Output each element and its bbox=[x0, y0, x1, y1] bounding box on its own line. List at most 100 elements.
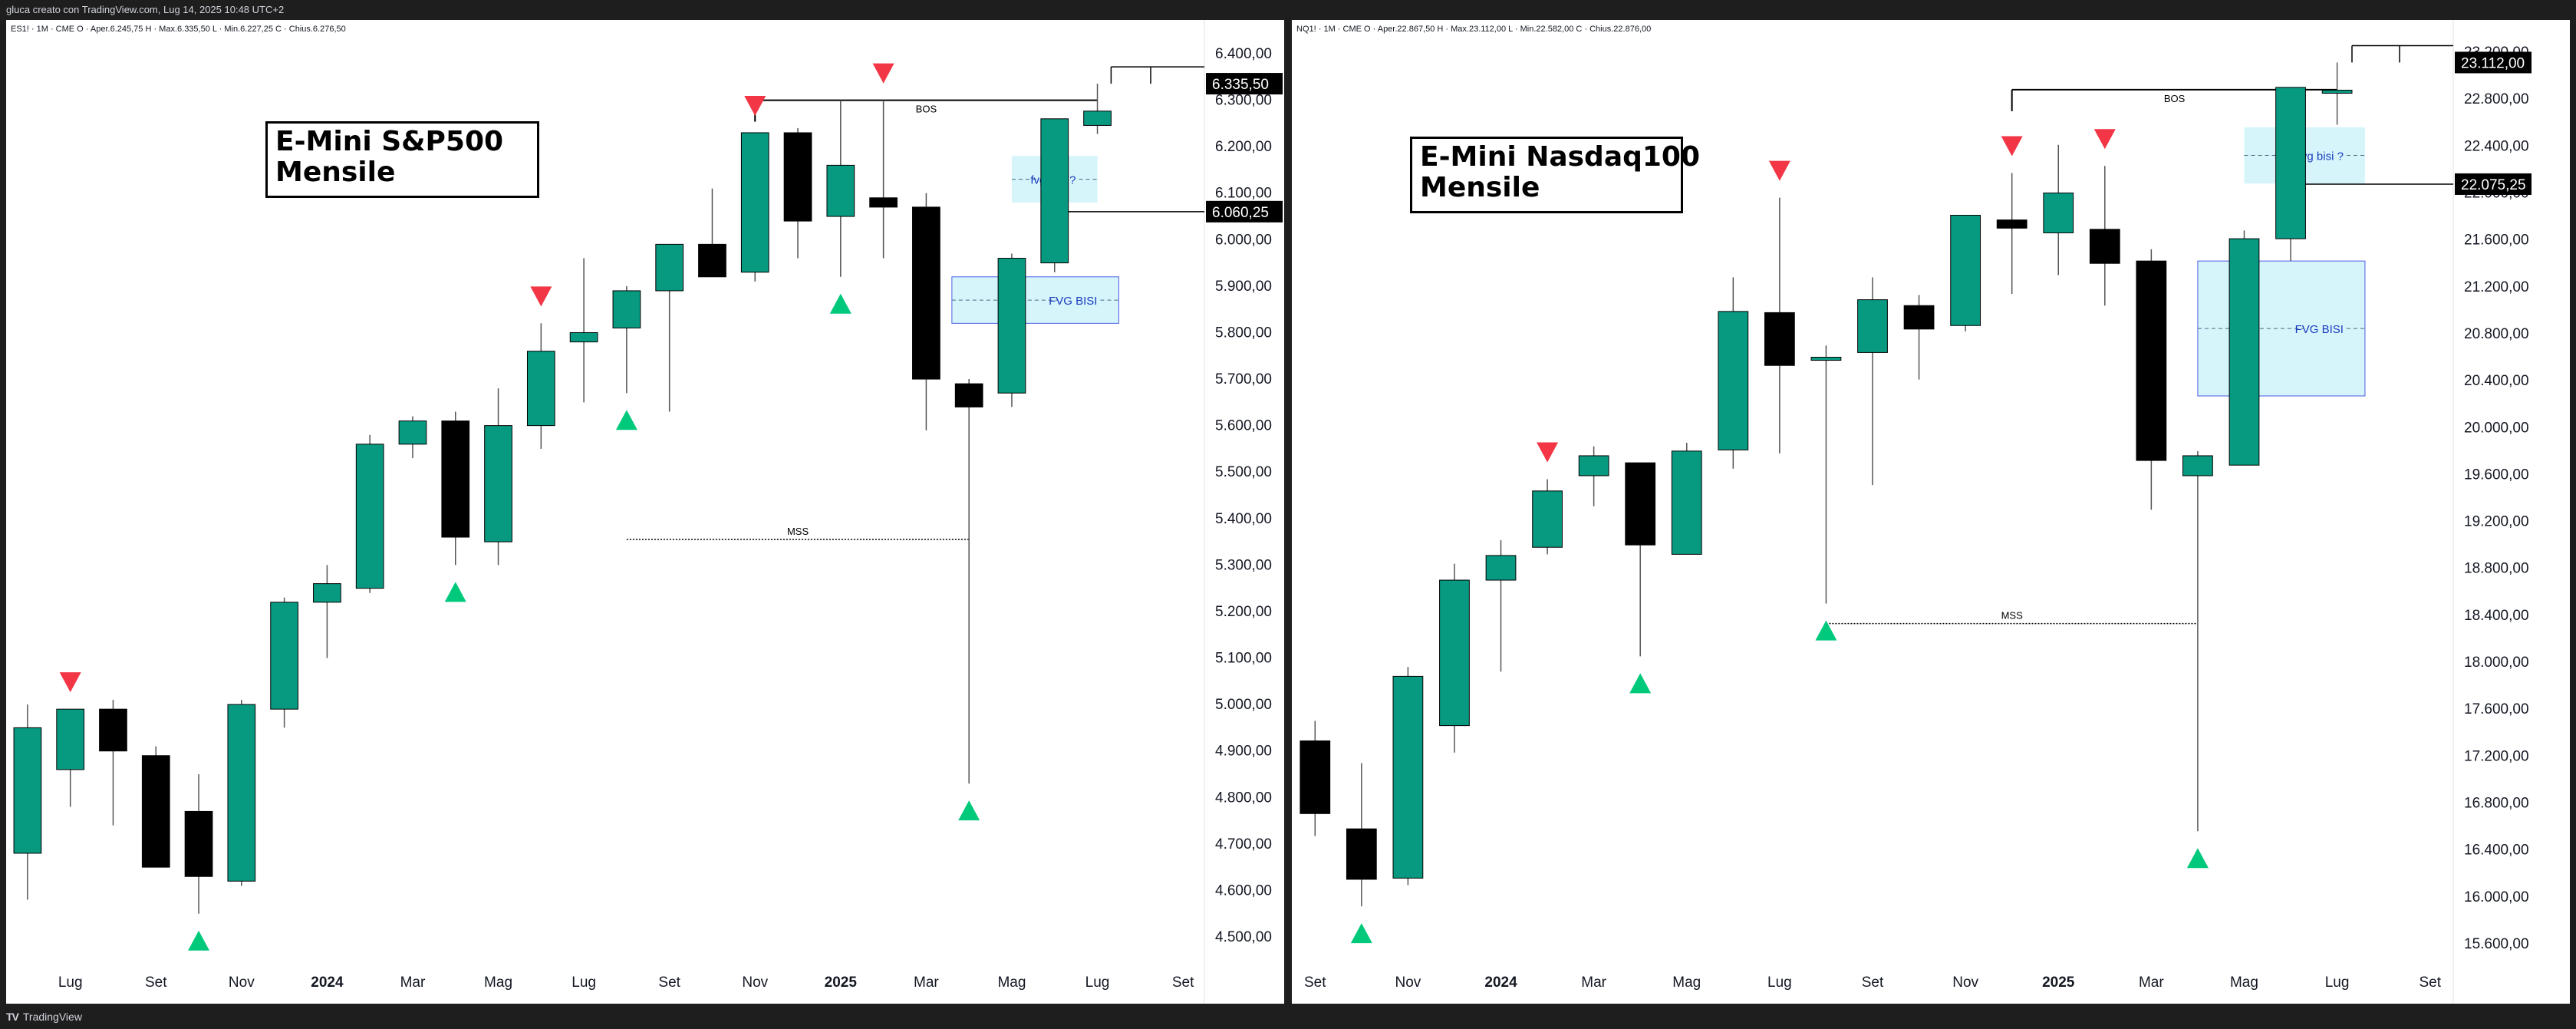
candle-body bbox=[355, 444, 384, 589]
candle-body bbox=[698, 243, 726, 278]
bearish-marker-icon bbox=[1537, 442, 1559, 463]
bos-label: BOS bbox=[916, 104, 937, 115]
bearish-marker-icon bbox=[530, 286, 552, 307]
y-tick-label: 22.400,00 bbox=[2464, 138, 2529, 154]
candle-body bbox=[2182, 455, 2213, 477]
price-label: 6.060,25 bbox=[1212, 205, 1269, 221]
candle-body bbox=[56, 708, 85, 770]
footer-bar: TV TradingView bbox=[0, 1004, 2576, 1029]
y-tick-label: 16.400,00 bbox=[2464, 843, 2529, 859]
y-tick-label: 5.600,00 bbox=[1215, 418, 1272, 434]
bullish-marker-icon bbox=[958, 800, 980, 821]
chart-panel-es[interactable]: 4.500,00 4.600,00 4.700,00 4.800,00 4.900,00… bbox=[6, 20, 1284, 1004]
y-tick-label: 21.600,00 bbox=[2464, 233, 2529, 249]
y-tick-label: 16.800,00 bbox=[2464, 796, 2529, 812]
y-tick-label: 5.700,00 bbox=[1215, 371, 1272, 388]
candlestick-chart-es[interactable]: 4.500,00 4.600,00 4.700,00 4.800,00 4.900,00… bbox=[6, 20, 1284, 1004]
chart-title-line-1: E-Mini Nasdaq100 bbox=[1420, 141, 1701, 173]
y-tick-label: 6.000,00 bbox=[1215, 232, 1272, 248]
x-tick-label: Mag bbox=[997, 975, 1026, 991]
candle-body bbox=[1578, 455, 1609, 477]
bearish-marker-icon bbox=[59, 672, 81, 693]
x-tick-label: Nov bbox=[1952, 975, 1978, 991]
candle-body bbox=[184, 810, 213, 877]
price-label-bg bbox=[1206, 200, 1283, 223]
candle-body bbox=[1485, 555, 1517, 581]
y-tick-label: 19.600,00 bbox=[2464, 467, 2529, 483]
price-label-bg bbox=[2455, 51, 2532, 74]
candle-body bbox=[954, 383, 983, 407]
bearish-marker-icon bbox=[2093, 129, 2116, 150]
chart-title-line-2: Mensile bbox=[1420, 172, 1540, 203]
candle-body bbox=[1625, 462, 1656, 546]
x-tick-label: Lug bbox=[58, 975, 83, 991]
candle-body bbox=[912, 206, 940, 380]
candle-body bbox=[141, 755, 170, 868]
y-tick-label: 22.800,00 bbox=[2464, 91, 2529, 107]
y-tick-label: 5.000,00 bbox=[1215, 697, 1272, 713]
y-tick-label: 5.900,00 bbox=[1215, 279, 1272, 295]
candle-body bbox=[1083, 110, 1112, 126]
footer-brand: TradingView bbox=[22, 1010, 82, 1023]
bullish-marker-icon bbox=[1815, 620, 1837, 641]
fvg-label: FVG BISI bbox=[1049, 295, 1097, 308]
price-label-bg bbox=[2455, 173, 2532, 195]
x-tick-label: 2024 bbox=[1484, 975, 1517, 991]
candle-body bbox=[484, 425, 512, 543]
bearish-marker-icon bbox=[2001, 136, 2023, 157]
chart-panel-nq[interactable]: 15.600,00 16.000,00 16.400,00 16.800,00 17.2… bbox=[1292, 20, 2570, 1004]
candle-body bbox=[740, 132, 769, 273]
x-tick-label: Mag bbox=[484, 975, 512, 991]
candle-body bbox=[1439, 579, 1470, 727]
y-tick-label: 6.100,00 bbox=[1215, 186, 1272, 202]
y-tick-label: 5.300,00 bbox=[1215, 557, 1272, 573]
x-tick-label: Lug bbox=[2325, 975, 2350, 991]
x-tick-label: Set bbox=[1862, 975, 1884, 991]
candle-body bbox=[99, 708, 127, 752]
x-tick-label: Lug bbox=[1767, 975, 1792, 991]
bearish-marker-icon bbox=[744, 95, 766, 116]
bullish-marker-icon bbox=[2186, 848, 2209, 869]
chart-title-line-1: E-Mini S&P500 bbox=[275, 126, 504, 157]
y-tick-label: 4.800,00 bbox=[1215, 790, 1272, 806]
candle-body bbox=[569, 331, 598, 343]
header-bar: gluca creato con TradingView.com, Lug 14… bbox=[0, 0, 2576, 20]
candle-body bbox=[313, 583, 341, 603]
candlestick-chart-nq[interactable]: 15.600,00 16.000,00 16.400,00 16.800,00 17.2… bbox=[1292, 20, 2570, 1004]
x-tick-label: Set bbox=[658, 975, 680, 991]
y-tick-label: 5.200,00 bbox=[1215, 604, 1272, 620]
candle-body bbox=[227, 704, 256, 882]
y-tick-label: 6.300,00 bbox=[1215, 93, 1272, 109]
candle-body bbox=[1996, 219, 2028, 229]
chart-title-line-2: Mensile bbox=[275, 157, 396, 188]
y-tick-label: 21.200,00 bbox=[2464, 279, 2529, 295]
y-tick-label: 20.800,00 bbox=[2464, 326, 2529, 342]
bullish-marker-icon bbox=[615, 410, 637, 430]
header-text: gluca creato con TradingView.com, Lug 14… bbox=[6, 4, 285, 15]
candle-body bbox=[1040, 118, 1069, 264]
mss-label: MSS bbox=[2001, 610, 2024, 622]
y-tick-label: 18.000,00 bbox=[2464, 655, 2529, 671]
candle-body bbox=[1392, 675, 1424, 879]
bearish-marker-icon bbox=[872, 63, 894, 84]
y-tick-label: 4.500,00 bbox=[1215, 929, 1272, 945]
candle-body bbox=[1718, 311, 1749, 450]
mss-label: MSS bbox=[787, 526, 809, 537]
bearish-marker-icon bbox=[1768, 160, 1790, 181]
price-label: 6.335,50 bbox=[1212, 77, 1269, 93]
candle-body bbox=[2228, 238, 2260, 466]
x-tick-label: Nov bbox=[1395, 975, 1421, 991]
x-tick-label: Set bbox=[1304, 975, 1326, 991]
bullish-marker-icon bbox=[444, 582, 466, 602]
candle-body bbox=[13, 727, 42, 854]
price-label-bg bbox=[1206, 73, 1283, 95]
y-tick-label: 4.700,00 bbox=[1215, 836, 1272, 853]
x-tick-label: Mag bbox=[1672, 975, 1701, 991]
y-tick-label: 18.400,00 bbox=[2464, 608, 2529, 624]
candle-body bbox=[1671, 450, 1702, 555]
y-tick-label: 20.000,00 bbox=[2464, 420, 2529, 436]
candle-body bbox=[2275, 87, 2306, 239]
symbol-info: NQ1! · 1M · CME O · Aper.22.867,50 H · M… bbox=[1296, 25, 1652, 34]
y-tick-label: 15.600,00 bbox=[2464, 936, 2529, 952]
candle-body bbox=[997, 258, 1026, 394]
